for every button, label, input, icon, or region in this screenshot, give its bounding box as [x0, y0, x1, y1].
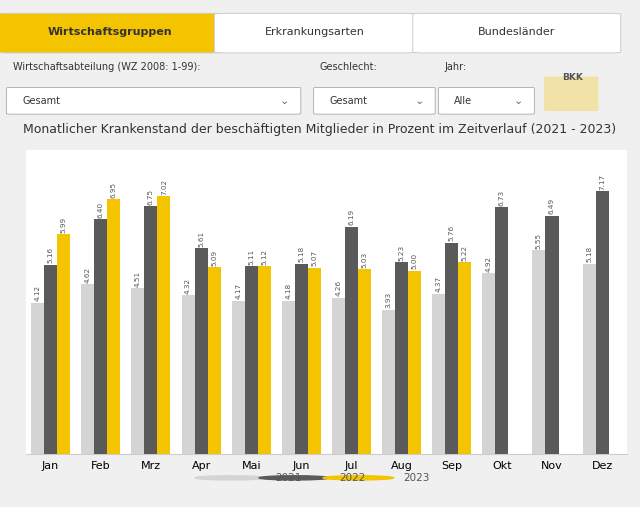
Bar	[81, 284, 94, 454]
Text: Jahr:: Jahr:	[445, 62, 467, 72]
Bar	[282, 301, 295, 454]
Text: 5.11: 5.11	[248, 249, 254, 265]
Text: Gesamt: Gesamt	[330, 96, 367, 106]
Text: 3.93: 3.93	[385, 292, 392, 308]
Text: Bundesländer: Bundesländer	[478, 27, 556, 37]
Text: 6.95: 6.95	[111, 182, 117, 198]
Text: 6.49: 6.49	[549, 198, 555, 214]
Text: 5.99: 5.99	[61, 216, 67, 233]
Text: ⌄: ⌄	[280, 96, 289, 106]
Text: 5.18: 5.18	[586, 246, 592, 263]
Text: Gesamt: Gesamt	[22, 96, 60, 106]
FancyBboxPatch shape	[413, 13, 621, 53]
Text: Alle: Alle	[454, 96, 472, 106]
Text: 5.76: 5.76	[449, 225, 455, 241]
Text: 5.23: 5.23	[399, 244, 404, 261]
Bar	[358, 269, 371, 454]
Text: ⌄: ⌄	[415, 96, 424, 106]
Text: 5.09: 5.09	[211, 249, 217, 266]
Bar	[94, 219, 108, 454]
Bar	[258, 266, 271, 454]
Bar	[532, 250, 545, 454]
Text: Geschlecht:: Geschlecht:	[320, 62, 378, 72]
Bar	[332, 298, 345, 454]
Text: 6.73: 6.73	[499, 190, 505, 206]
Text: 6.19: 6.19	[348, 209, 355, 226]
Text: 4.17: 4.17	[235, 283, 241, 300]
Bar	[157, 197, 170, 454]
Bar	[345, 227, 358, 454]
Text: 4.26: 4.26	[335, 280, 341, 296]
Text: 6.75: 6.75	[148, 189, 154, 205]
FancyBboxPatch shape	[0, 13, 224, 53]
FancyBboxPatch shape	[6, 87, 301, 114]
Text: 5.18: 5.18	[298, 246, 305, 263]
Bar	[495, 207, 508, 454]
Text: 5.07: 5.07	[312, 250, 317, 267]
Text: 5.03: 5.03	[362, 252, 367, 268]
Circle shape	[259, 476, 330, 480]
Circle shape	[323, 476, 394, 480]
Text: 2023: 2023	[403, 473, 429, 483]
Text: Erkrankungsarten: Erkrankungsarten	[265, 27, 365, 37]
Text: 6.40: 6.40	[98, 202, 104, 218]
Bar	[596, 191, 609, 454]
Text: 4.37: 4.37	[436, 276, 442, 292]
Bar	[232, 301, 244, 454]
Text: 4.18: 4.18	[285, 283, 291, 299]
Bar	[408, 271, 421, 454]
Circle shape	[195, 476, 266, 480]
Text: 5.12: 5.12	[261, 248, 268, 265]
Bar	[308, 268, 321, 454]
Text: 5.61: 5.61	[198, 231, 204, 247]
Bar	[445, 243, 458, 454]
Bar	[483, 273, 495, 454]
FancyBboxPatch shape	[544, 77, 598, 111]
FancyBboxPatch shape	[314, 87, 435, 114]
Text: ⌄: ⌄	[514, 96, 523, 106]
Bar	[182, 296, 195, 454]
Text: 5.55: 5.55	[536, 233, 542, 249]
FancyBboxPatch shape	[214, 13, 416, 53]
Text: 2021: 2021	[275, 473, 301, 483]
Text: 7.17: 7.17	[599, 173, 605, 190]
Bar	[195, 248, 207, 454]
Bar	[545, 216, 559, 454]
Text: 4.51: 4.51	[135, 271, 141, 287]
Bar	[244, 267, 258, 454]
Text: 4.92: 4.92	[486, 256, 492, 272]
Bar	[31, 303, 44, 454]
Text: 4.12: 4.12	[35, 285, 40, 301]
Text: 4.62: 4.62	[84, 267, 91, 283]
Text: 2022: 2022	[339, 473, 365, 483]
Bar	[582, 264, 596, 454]
Text: Wirtschaftsgruppen: Wirtschaftsgruppen	[48, 27, 173, 37]
Bar	[395, 262, 408, 454]
Bar	[44, 265, 57, 454]
Text: Wirtschaftsabteilung (WZ 2008: 1-99):: Wirtschaftsabteilung (WZ 2008: 1-99):	[13, 62, 200, 72]
Bar	[131, 288, 145, 454]
Text: Monatlicher Krankenstand der beschäftigten Mitglieder in Prozent im Zeitverlauf : Monatlicher Krankenstand der beschäftigt…	[24, 123, 616, 136]
Bar	[57, 234, 70, 454]
Text: 5.16: 5.16	[47, 247, 54, 263]
Bar	[145, 206, 157, 454]
Bar	[382, 310, 395, 454]
Bar	[108, 199, 120, 454]
Text: 4.32: 4.32	[185, 278, 191, 294]
Text: 5.22: 5.22	[462, 245, 468, 261]
Bar	[295, 264, 308, 454]
Text: 5.00: 5.00	[412, 253, 418, 269]
FancyBboxPatch shape	[438, 87, 534, 114]
Text: 7.02: 7.02	[161, 179, 167, 195]
Text: BKK: BKK	[563, 73, 583, 82]
Bar	[207, 267, 221, 454]
Bar	[432, 294, 445, 454]
Bar	[458, 263, 471, 454]
